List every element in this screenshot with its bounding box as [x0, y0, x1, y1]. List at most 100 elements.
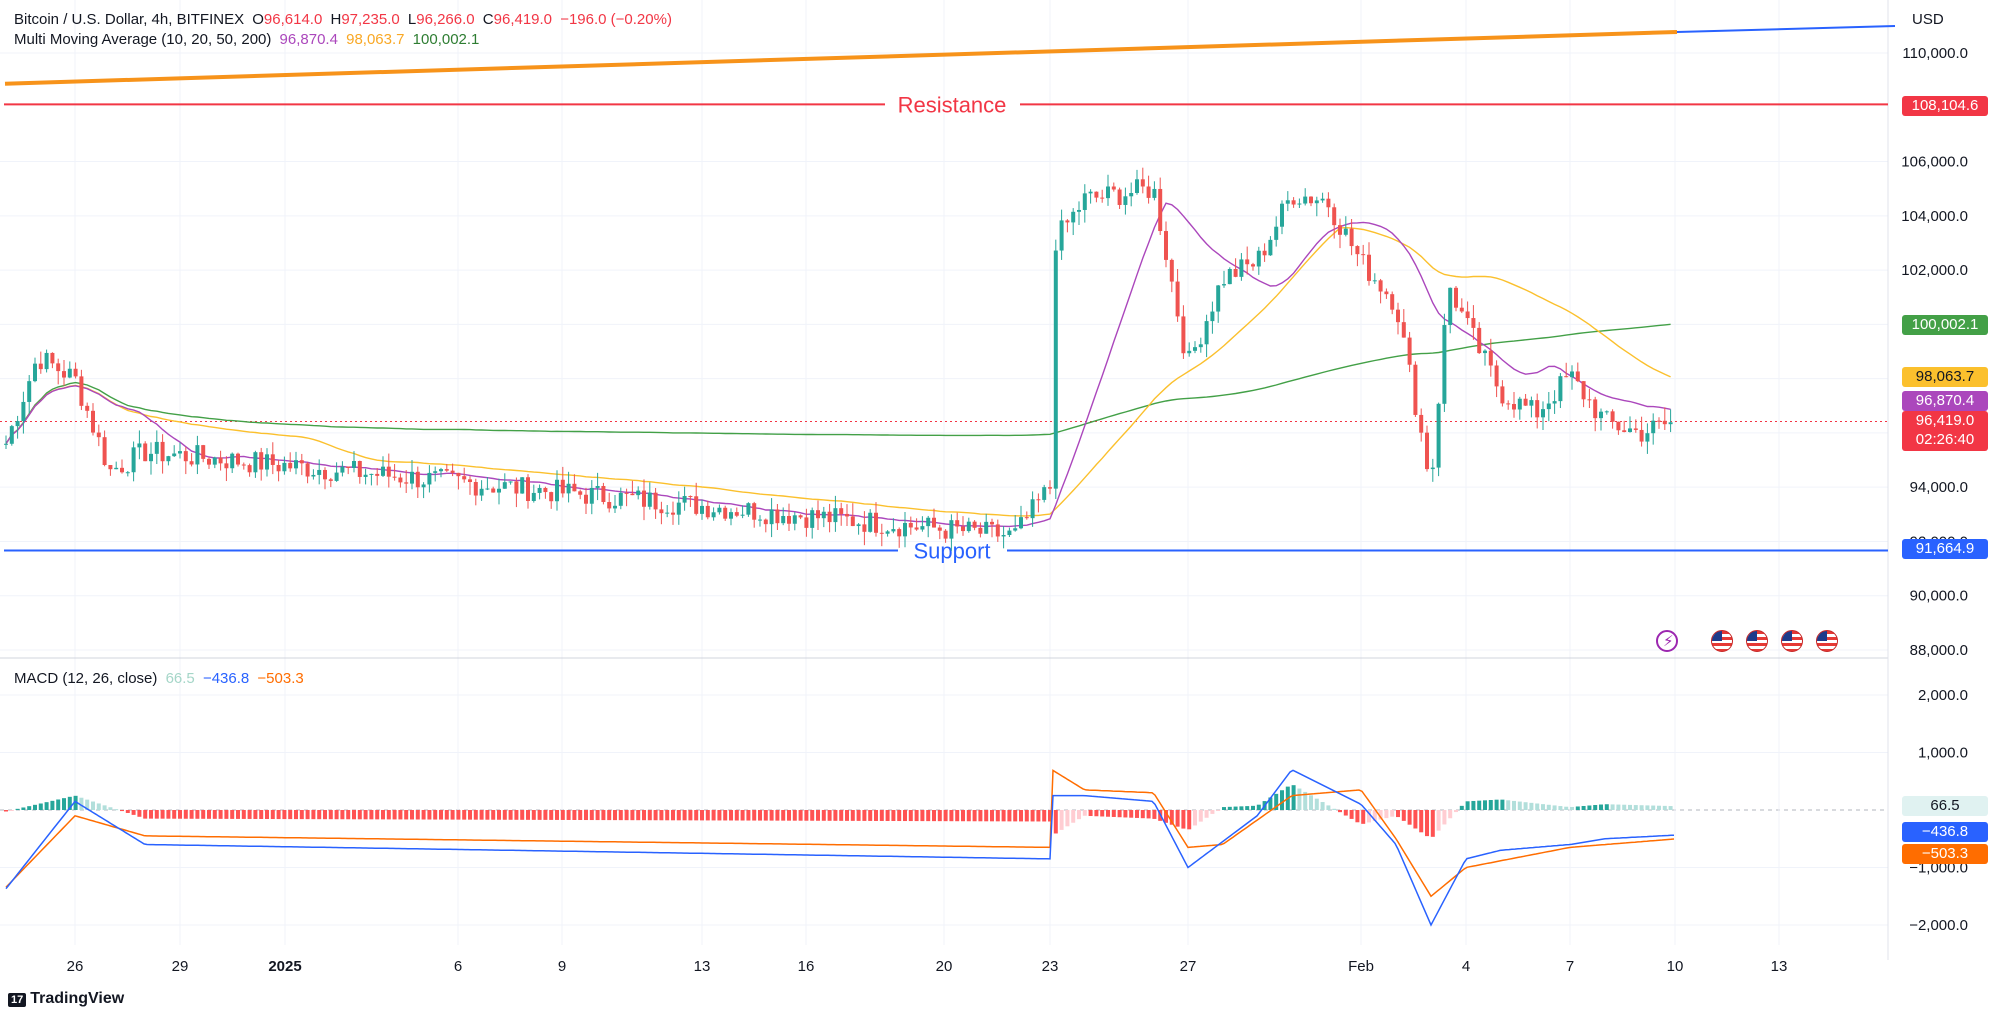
candle-body [1494, 365, 1499, 387]
candle-body [1570, 371, 1574, 378]
macd-histogram-bar [1558, 806, 1563, 810]
macd-histogram-bar [415, 810, 420, 820]
candle-body [526, 477, 530, 501]
candle-body [1065, 220, 1070, 223]
macd-histogram-bar [798, 810, 803, 821]
candle-body [189, 461, 194, 465]
macd-hist-value: 66.5 [165, 670, 195, 687]
candle-body [966, 521, 971, 532]
macd-histogram-bar [990, 810, 994, 822]
macd-histogram-bar [1245, 806, 1250, 810]
candle-body [723, 507, 728, 519]
ma50-price-tag: 100,002.1 [1902, 315, 1988, 335]
macd-histogram-bar [1094, 810, 1099, 817]
us-flag-event-icon[interactable] [1781, 630, 1803, 652]
macd-histogram-bar [868, 810, 873, 821]
candle-body [1552, 401, 1557, 404]
macd-histogram-bar [67, 796, 72, 810]
macd-histogram-bar [15, 808, 20, 810]
macd-histogram-bar [485, 810, 490, 820]
candle-body [694, 496, 699, 514]
candle-body [502, 482, 507, 489]
macd-histogram-bar [566, 810, 571, 820]
candle-body [218, 457, 223, 464]
candle-body [1181, 316, 1186, 354]
candle-body [357, 461, 362, 477]
candle-body [1320, 198, 1325, 201]
us-flag-event-icon[interactable] [1816, 630, 1838, 652]
macd-histogram-bar [166, 810, 171, 819]
macd-histogram-bar [526, 810, 530, 820]
candle-body [763, 519, 768, 525]
candle-body [247, 465, 252, 473]
candle-body [1303, 196, 1308, 204]
lightning-event-icon[interactable]: ⚡ [1656, 630, 1678, 652]
macd-histogram-bar [363, 810, 368, 820]
macd-histogram-bar [520, 810, 525, 820]
macd-histogram-bar [1587, 805, 1592, 810]
candle-body [1024, 517, 1029, 519]
macd-histogram-bar [50, 800, 55, 810]
candle-body [1564, 376, 1569, 378]
candle-body [537, 487, 542, 493]
macd-histogram-bar [792, 810, 797, 821]
macd-histogram-bar [816, 810, 820, 821]
candle-body [1169, 259, 1174, 282]
macd-histogram-bar [653, 810, 658, 821]
currency-label[interactable]: USD [1912, 11, 1944, 28]
macd-legend: MACD (12, 26, close) 66.5 −436.8 −503.3 [14, 670, 308, 687]
macd-histogram-bar [1384, 810, 1389, 819]
candle-body [1256, 250, 1261, 267]
macd-histogram-bar [491, 810, 496, 820]
ma10-line [5, 202, 1671, 528]
candle-body [792, 515, 797, 524]
candle-body [1204, 321, 1209, 345]
candle-body [1030, 499, 1035, 519]
macd-histogram-bar [827, 810, 832, 821]
macd-histogram-bar [207, 810, 211, 819]
macd-histogram-bar [1564, 806, 1569, 810]
macd-tick-label: −2,000.0 [1909, 917, 1968, 934]
macd-histogram-bar [908, 810, 913, 822]
candle-body [659, 509, 664, 514]
macd-histogram-bar [781, 810, 786, 821]
macd-histogram-bar [1662, 805, 1667, 810]
us-flag-event-icon[interactable] [1711, 630, 1733, 652]
macd-line [5, 769, 1675, 927]
macd-histogram-bar [1454, 810, 1458, 813]
candle-body [671, 512, 675, 515]
candle-body [1053, 250, 1058, 489]
macd-histogram-bar [595, 810, 600, 821]
candle-body [1013, 528, 1018, 531]
candle-body [44, 352, 49, 370]
candle-body [1198, 344, 1203, 348]
macd-hist-tag: 66.5 [1902, 796, 1988, 816]
ma20-price-tag: 98,063.7 [1902, 367, 1988, 387]
candle-body [1268, 239, 1273, 256]
macd-histogram-bar [1280, 790, 1284, 810]
candle-body [183, 451, 188, 462]
tradingview-logo[interactable]: 17 TradingView [8, 990, 124, 1008]
candle-body [1604, 411, 1609, 413]
candle-body [1477, 327, 1482, 354]
candle-body [1343, 228, 1348, 235]
candle-body [1262, 250, 1267, 256]
candle-body [1123, 196, 1128, 205]
macd-histogram-bar [821, 810, 826, 821]
candle-body [1645, 433, 1650, 442]
macd-histogram-bar [1541, 804, 1545, 810]
macd-histogram-bar [1210, 810, 1215, 814]
us-flag-event-icon[interactable] [1746, 630, 1768, 652]
candle-body [560, 479, 565, 494]
macd-histogram-bar [1320, 802, 1325, 810]
macd-histogram-bar [1030, 810, 1035, 822]
candle-body [270, 454, 275, 465]
macd-histogram-bar [984, 810, 989, 822]
macd-histogram-bar [676, 810, 681, 821]
candle-body [943, 530, 948, 539]
macd-histogram-bar [862, 810, 867, 821]
macd-histogram-bar [1216, 810, 1221, 811]
macd-histogram-bar [386, 810, 391, 820]
macd-histogram-bar [1001, 810, 1006, 822]
macd-histogram-bar [1123, 810, 1128, 818]
